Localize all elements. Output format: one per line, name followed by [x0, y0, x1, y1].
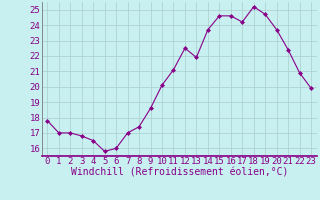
X-axis label: Windchill (Refroidissement éolien,°C): Windchill (Refroidissement éolien,°C)	[70, 168, 288, 178]
